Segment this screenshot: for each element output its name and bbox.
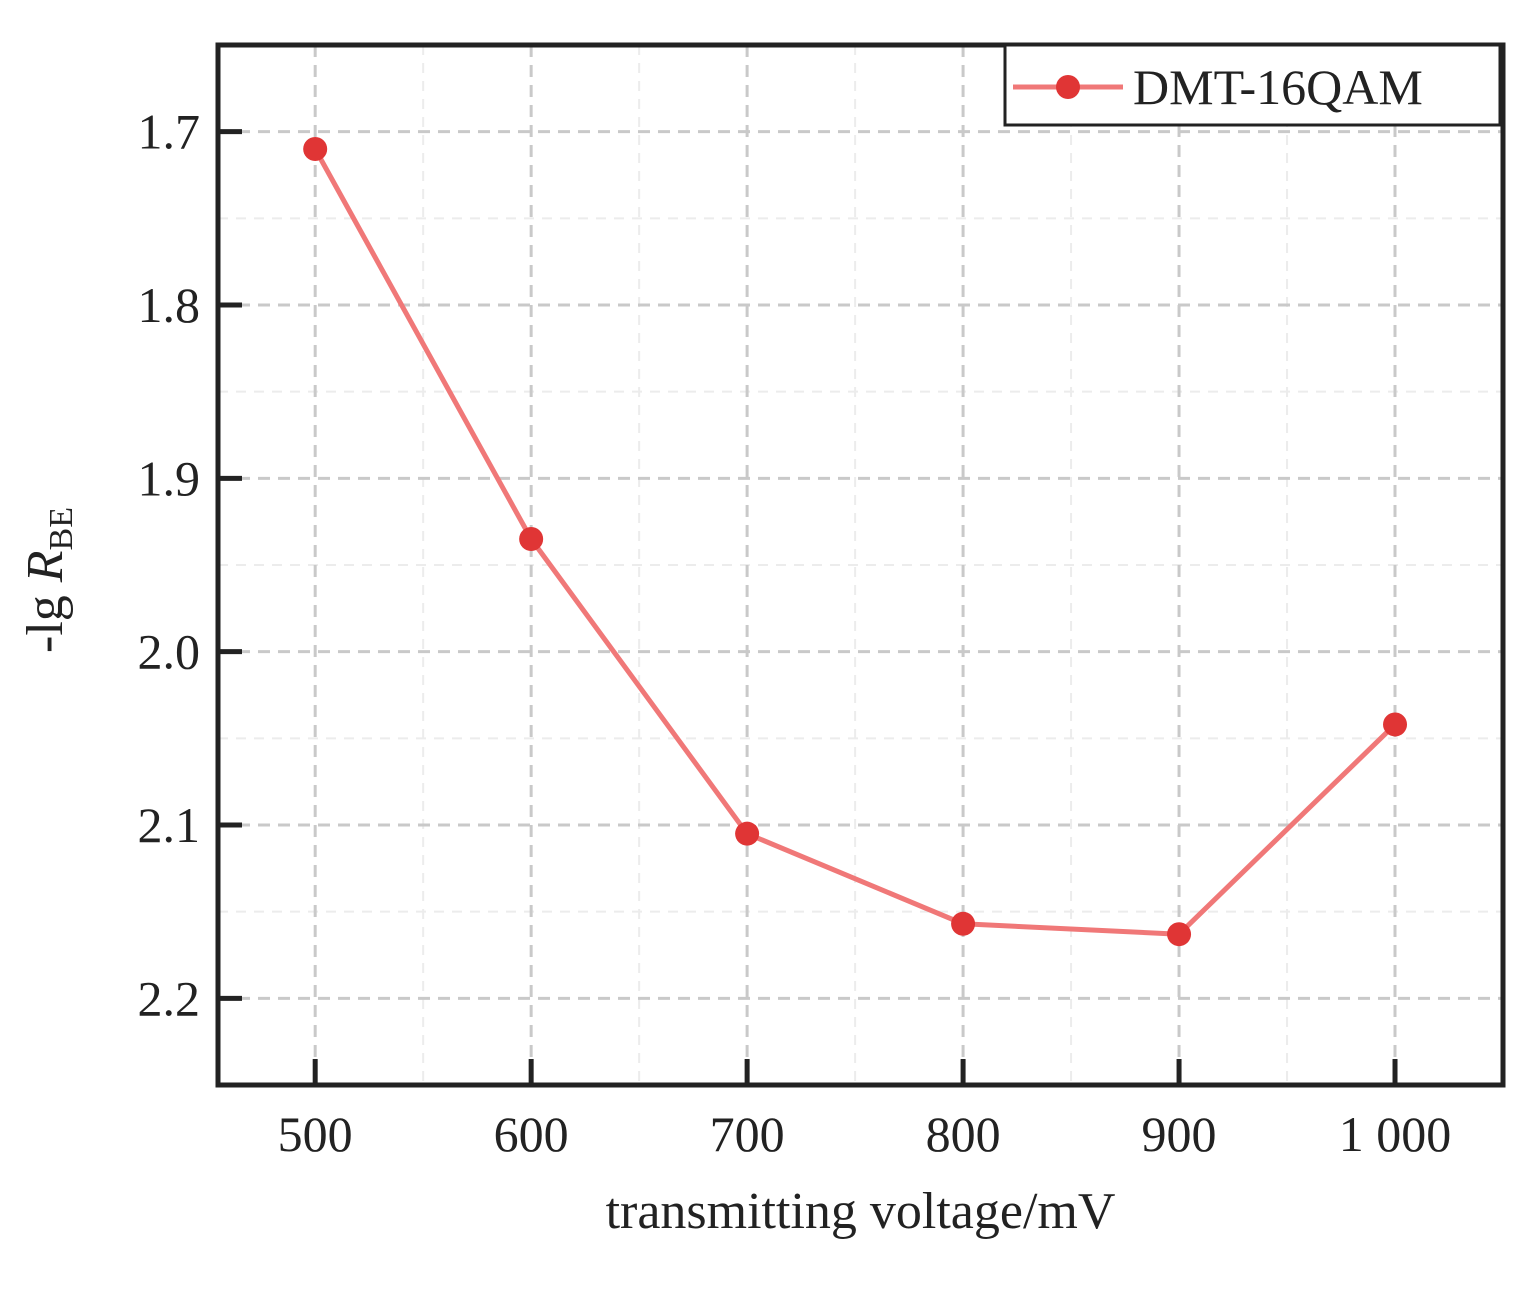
series-group (303, 137, 1408, 947)
x-tick-label: 1 000 (1339, 1106, 1452, 1162)
legend: DMT-16QAM (1003, 43, 1502, 127)
y-axis-title-var: R (17, 550, 74, 583)
x-tick-label: 500 (278, 1106, 353, 1162)
x-tick-label: 600 (494, 1106, 569, 1162)
y-tick-label: 2.2 (138, 970, 201, 1026)
plot-frame (215, 42, 1506, 1088)
data-point (519, 527, 544, 551)
axis-ticks: 500 600 700 800 900 1 000 1.7 1.8 1.9 2.0 2.1 2.2 (138, 104, 1452, 1162)
legend-label: DMT-16QAM (1133, 59, 1423, 115)
y-tick-label: 1.9 (138, 450, 201, 506)
y-tick-label: 2.1 (138, 797, 201, 853)
grid (218, 45, 1503, 1085)
series-line (312, 147, 1397, 937)
y-tick-label: 1.8 (138, 277, 201, 333)
legend-marker (1056, 75, 1080, 99)
x-tick-label: 900 (1142, 1106, 1217, 1162)
y-tick-label: 2.0 (138, 624, 201, 680)
y-axis-title-sub: BE (43, 507, 80, 550)
x-tick-label: 700 (710, 1106, 785, 1162)
data-point (1383, 712, 1408, 737)
data-point (951, 911, 976, 936)
x-tick-label: 800 (926, 1106, 1001, 1162)
data-point (303, 137, 328, 161)
y-axis-title: -lg RBE (17, 507, 80, 653)
y-axis-title-main: -lg (17, 582, 74, 653)
data-point (735, 821, 760, 846)
x-axis-title: transmitting voltage/mV (606, 1183, 1116, 1240)
y-tick-label: 1.7 (138, 104, 201, 160)
data-point (1167, 922, 1192, 947)
